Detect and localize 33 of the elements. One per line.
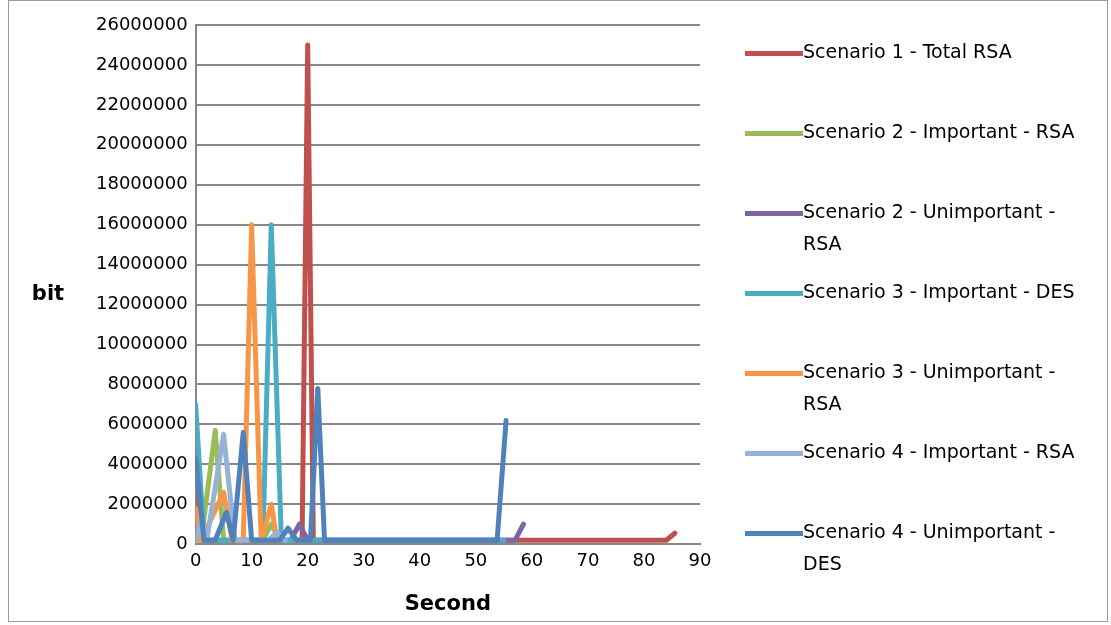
x-tick-label: 20 <box>296 548 320 570</box>
y-tick-label: 2000000 <box>107 491 188 513</box>
y-tick-label: 18000000 <box>95 172 188 194</box>
x-axis-title: Second <box>404 590 491 615</box>
x-tick-label: 40 <box>408 548 432 570</box>
legend-label: Scenario 2 - Important - RSA <box>803 119 1076 144</box>
y-tick-label: 12000000 <box>95 292 188 314</box>
y-axis-title: bit <box>31 281 65 306</box>
legend-label: Scenario 1 - Total RSA <box>803 39 1013 64</box>
y-tick-label: 8000000 <box>107 372 188 394</box>
y-tick-label: 10000000 <box>95 332 188 354</box>
legend-label: Scenario 3 - Unimportant - RSA <box>803 359 1057 416</box>
x-tick-label: 50 <box>464 548 488 570</box>
x-tick-label: 10 <box>240 548 264 570</box>
legend-label: Scenario 3 - Important - DES <box>803 279 1076 304</box>
y-tick-label: 4000000 <box>107 451 188 473</box>
y-tick-label: 24000000 <box>95 52 188 74</box>
y-tick-label: 16000000 <box>95 212 188 234</box>
x-tick-label: 90 <box>688 548 712 570</box>
legend-label: Scenario 4 - Important - RSA <box>803 439 1076 464</box>
legend-label: Scenario 2 - Unimportant - RSA <box>803 199 1057 256</box>
x-tick-label: 70 <box>576 548 600 570</box>
x-tick-label: 60 <box>520 548 544 570</box>
y-tick-label: 14000000 <box>95 252 188 274</box>
y-tick-label: 6000000 <box>107 412 188 434</box>
y-tick-label: 22000000 <box>95 92 188 114</box>
y-tick-label: 20000000 <box>95 132 188 154</box>
x-tick-label: 0 <box>189 548 202 570</box>
y-tick-label: 0 <box>176 531 188 553</box>
x-tick-label: 80 <box>632 548 656 570</box>
legend-label: Scenario 4 - Unimportant - DES <box>803 519 1057 576</box>
y-tick-label: 26000000 <box>95 12 188 34</box>
x-tick-label: 30 <box>352 548 376 570</box>
